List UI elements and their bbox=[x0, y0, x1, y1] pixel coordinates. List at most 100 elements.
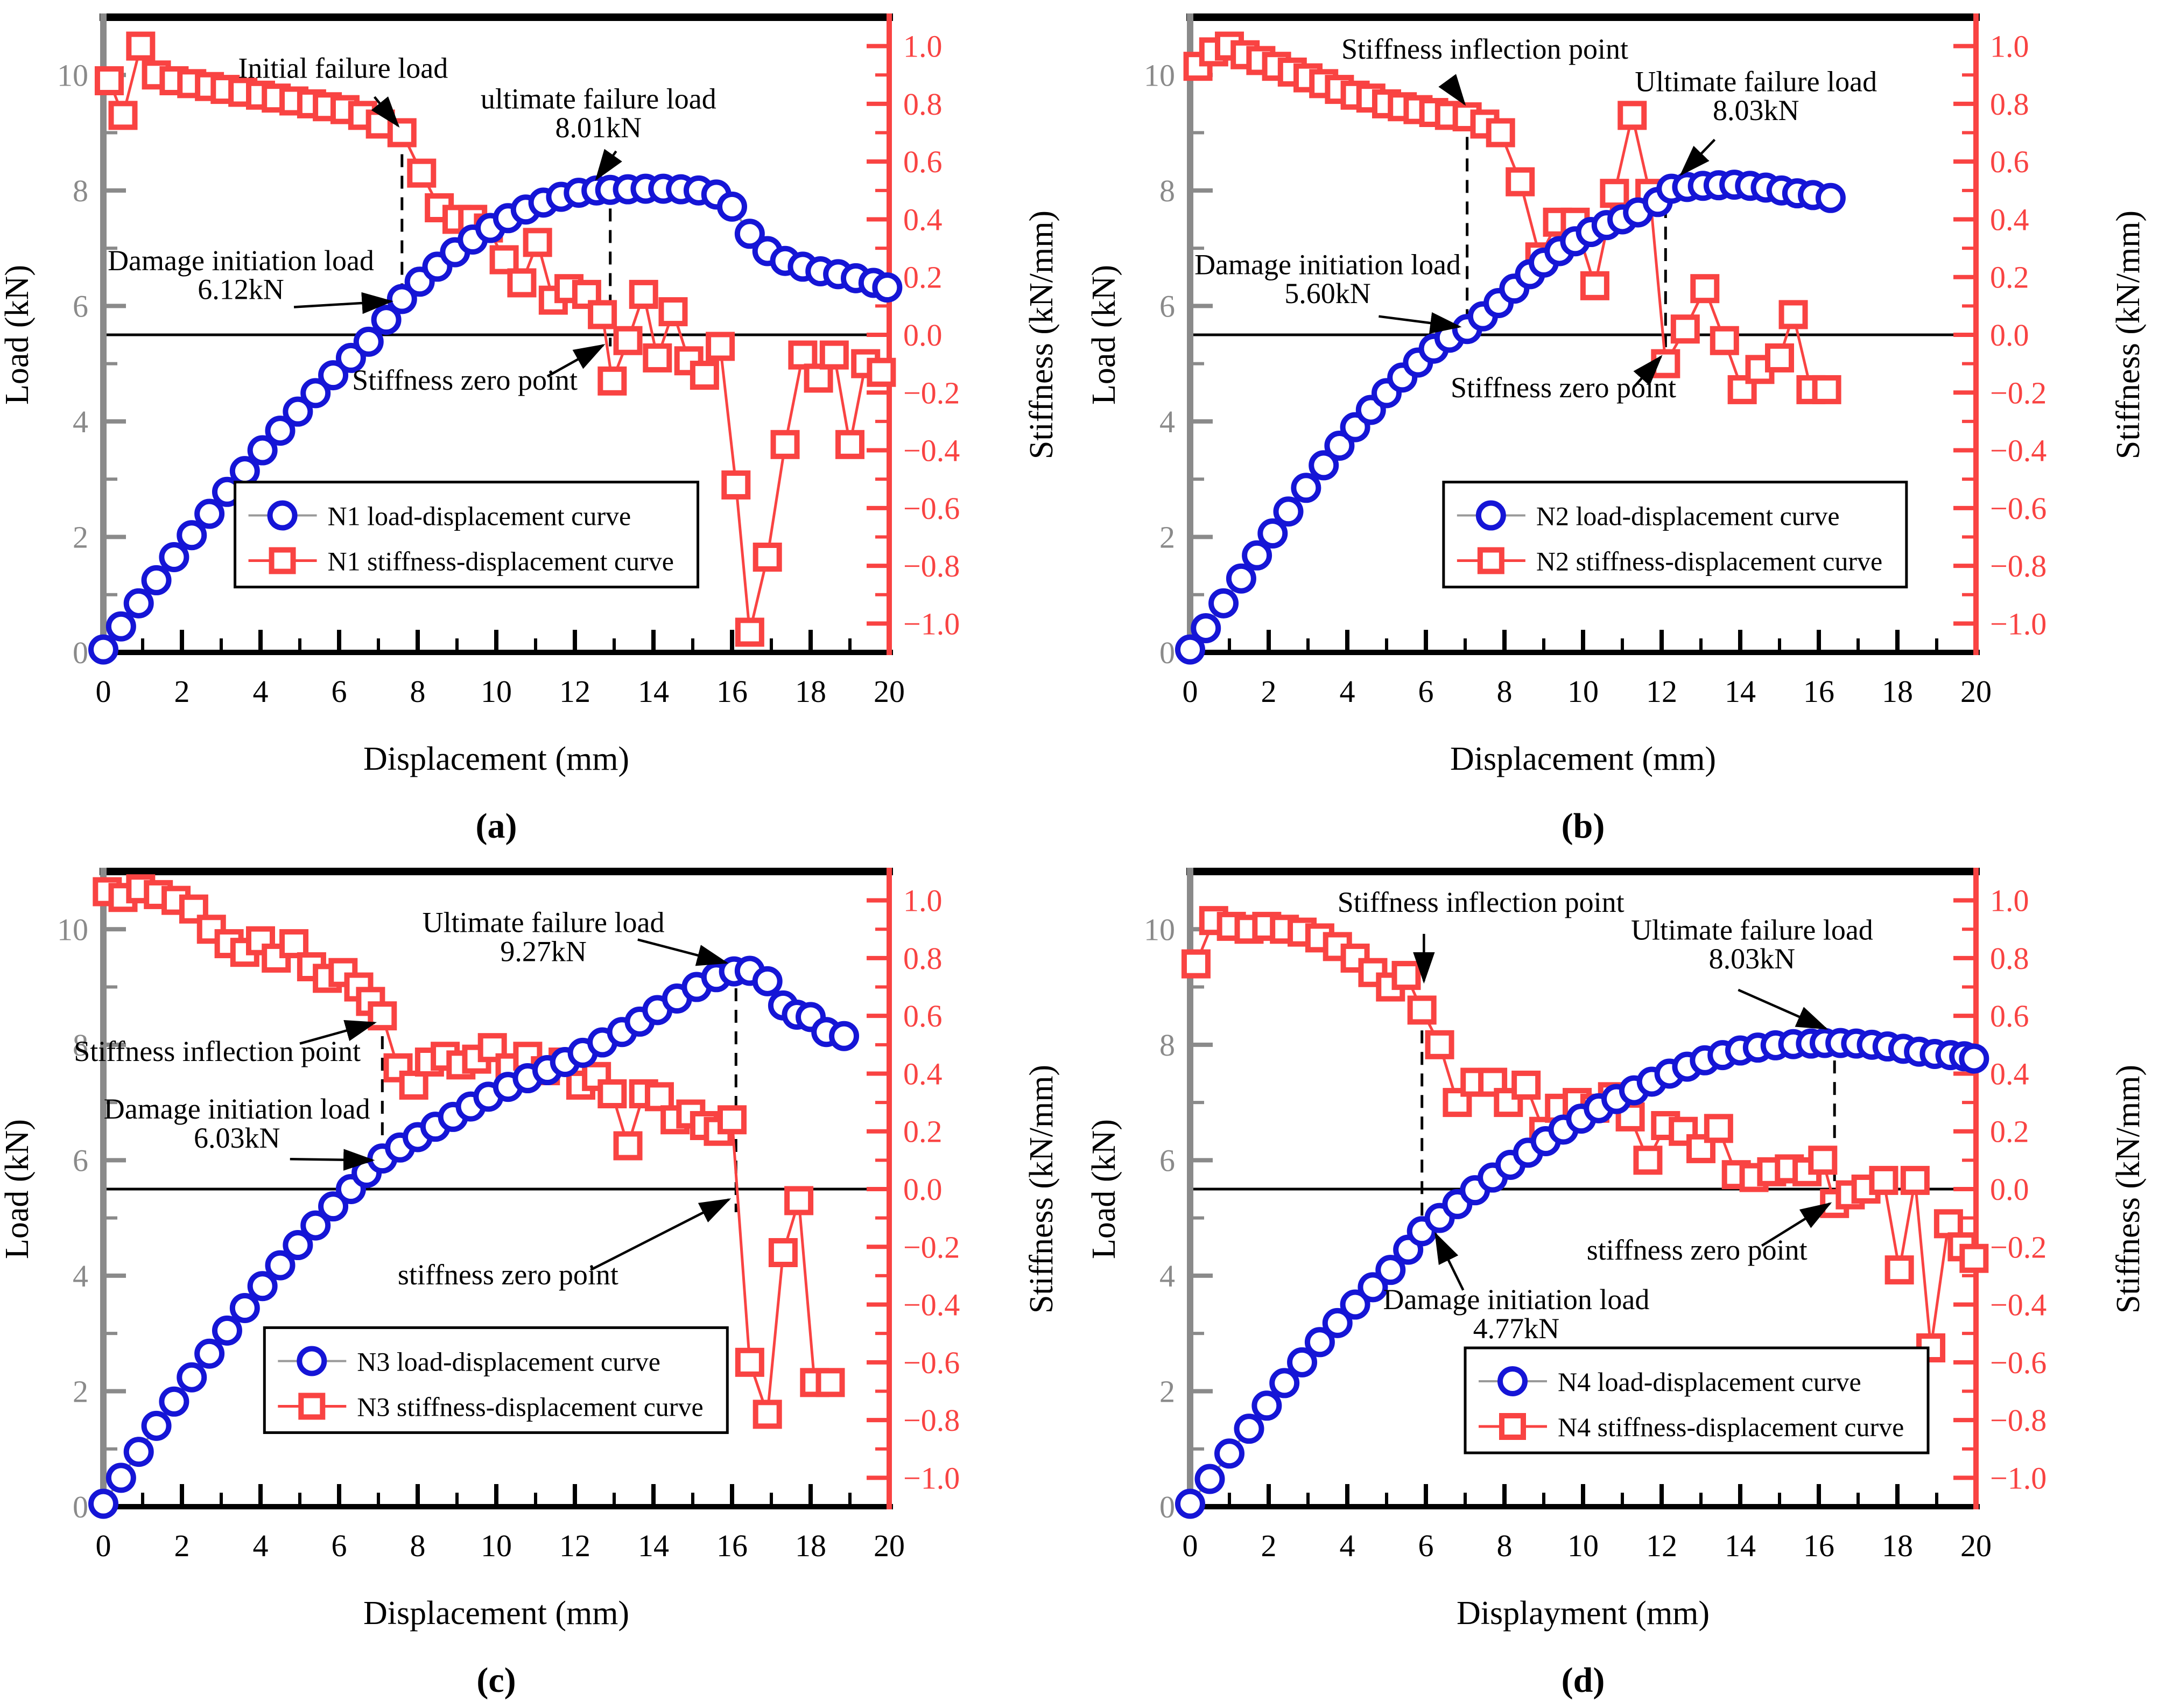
stiffness-marker bbox=[1407, 995, 1437, 1025]
load-marker bbox=[1309, 450, 1339, 481]
load-marker bbox=[335, 342, 366, 373]
stiffness-marker bbox=[1900, 1165, 1930, 1195]
x-axis-ticks: 0 2 4 6 8 10 12 14 16 18 20 bbox=[96, 1484, 905, 1563]
left-axis-ticks: 0 2 4 6 8 10 bbox=[1144, 58, 1213, 670]
x-tick-label: 8 bbox=[410, 674, 426, 709]
load-marker bbox=[88, 634, 118, 665]
stiffness-marker bbox=[1506, 167, 1535, 196]
stiffness-marker bbox=[835, 430, 864, 459]
x-tick-label: 12 bbox=[1646, 1528, 1677, 1563]
right-tick-label: 0.0 bbox=[903, 318, 943, 353]
right-tick-label: 0.0 bbox=[1990, 1172, 2029, 1207]
stiffness-marker bbox=[1478, 1067, 1508, 1097]
load-marker bbox=[1304, 1327, 1335, 1358]
load-marker bbox=[141, 1410, 172, 1441]
left-tick-label: 4 bbox=[1159, 1259, 1175, 1294]
legend-load-marker bbox=[1475, 500, 1506, 531]
legend-label: N2 stiffness-displacement curve bbox=[1536, 546, 1882, 577]
stiffness-marker bbox=[1812, 375, 1841, 404]
x-tick-label: 18 bbox=[1882, 674, 1913, 709]
left-axis-title: Load (kN) bbox=[0, 265, 36, 405]
stiffness-marker bbox=[108, 101, 138, 130]
right-tick-label: −0.2 bbox=[1990, 1229, 2047, 1264]
right-tick-label: 0.8 bbox=[1990, 941, 2029, 976]
left-tick-label: 2 bbox=[1159, 519, 1175, 554]
stiffness-marker bbox=[399, 1070, 428, 1100]
legend-label: N3 stiffness-displacement curve bbox=[357, 1391, 703, 1422]
x-tick-label: 10 bbox=[481, 1528, 512, 1563]
legend-label: N3 load-displacement curve bbox=[357, 1346, 660, 1376]
annotation-text: Stiffness inflection point bbox=[1341, 33, 1628, 65]
stiffness-marker bbox=[588, 300, 617, 329]
right-tick-label: −0.2 bbox=[903, 1229, 960, 1264]
x-tick-label: 0 bbox=[1183, 1528, 1198, 1563]
stiffness-curve bbox=[94, 31, 896, 647]
stiffness-marker bbox=[644, 1082, 674, 1112]
left-tick-label: 4 bbox=[73, 404, 88, 439]
left-tick-label: 2 bbox=[1159, 1374, 1175, 1409]
left-tick-label: 4 bbox=[1159, 404, 1175, 439]
right-tick-label: 0.8 bbox=[903, 87, 943, 122]
right-tick-label: 0.4 bbox=[903, 202, 943, 237]
load-marker bbox=[106, 611, 136, 642]
left-tick-label: 6 bbox=[1159, 289, 1175, 324]
stiffness-marker bbox=[1765, 343, 1794, 372]
x-tick-label: 14 bbox=[1725, 674, 1756, 709]
stiffness-marker bbox=[804, 363, 833, 393]
chart-panel-a: 0 2 4 6 8 10 12 14 16 18 20 0 2 4 6 8 10 1.0 0.8 0.6 0.4 0.2 0… bbox=[0, 0, 1086, 854]
stiffness-marker bbox=[1600, 179, 1629, 208]
x-tick-label: 2 bbox=[1261, 1528, 1277, 1563]
load-marker bbox=[1324, 430, 1355, 461]
load-marker bbox=[1175, 1488, 1205, 1519]
right-tick-label: 0.6 bbox=[1990, 144, 2029, 179]
load-marker bbox=[717, 191, 747, 222]
legend-stiffness-marker bbox=[298, 1393, 326, 1420]
legend-load-marker bbox=[297, 1346, 327, 1376]
annotation-text: 4.77kN bbox=[1473, 1312, 1560, 1345]
right-tick-label: −0.6 bbox=[1990, 491, 2047, 526]
stiffness-marker bbox=[597, 366, 627, 396]
load-marker bbox=[752, 966, 783, 996]
annotation-arrow bbox=[637, 938, 729, 966]
left-tick-label: 0 bbox=[73, 1489, 88, 1524]
right-tick-label: −0.4 bbox=[903, 433, 960, 468]
legend-stiffness-marker bbox=[1499, 1413, 1526, 1440]
right-tick-label: −1.0 bbox=[1990, 1460, 2047, 1495]
stiffness-marker bbox=[784, 1186, 814, 1215]
load-curve bbox=[1175, 1028, 1989, 1519]
stiffness-marker bbox=[629, 279, 658, 309]
left-tick-label: 10 bbox=[1144, 912, 1175, 947]
x-tick-label: 12 bbox=[1646, 674, 1677, 709]
stiffness-marker bbox=[523, 228, 552, 257]
load-marker bbox=[1287, 1347, 1318, 1377]
load-marker bbox=[212, 1315, 242, 1346]
x-tick-label: 10 bbox=[1567, 1528, 1599, 1563]
annotation-text: 8.03kN bbox=[1709, 943, 1796, 975]
x-tick-label: 2 bbox=[174, 1528, 190, 1563]
legend-box bbox=[1464, 1346, 1930, 1454]
annotation-text: 6.12kN bbox=[198, 273, 284, 305]
load-curve bbox=[1175, 170, 1846, 665]
x-tick-label: 2 bbox=[174, 674, 190, 709]
right-tick-label: −0.8 bbox=[1990, 549, 2047, 584]
left-tick-label: 8 bbox=[73, 1028, 88, 1063]
legend: N4 load-displacement curve N4 stiffness-d… bbox=[1464, 1346, 1930, 1454]
x-tick-label: 14 bbox=[638, 1528, 669, 1563]
legend-box bbox=[234, 481, 700, 589]
stiffness-marker bbox=[658, 297, 688, 327]
x-tick-label: 6 bbox=[332, 1528, 347, 1563]
legend-label: N4 stiffness-displacement curve bbox=[1558, 1412, 1904, 1442]
legend-label: N1 stiffness-displacement curve bbox=[328, 546, 674, 577]
right-axis-title: Stiffness (kN/mm) bbox=[1023, 1065, 1060, 1313]
x-axis-title: Displayment (mm) bbox=[1457, 1595, 1710, 1632]
annotation-text: 9.27kN bbox=[500, 935, 587, 967]
load-marker bbox=[1291, 473, 1321, 503]
x-tick-label: 2 bbox=[1261, 674, 1277, 709]
left-tick-label: 8 bbox=[1159, 173, 1175, 208]
legend: N1 load-displacement curve N1 stiffness-d… bbox=[234, 481, 700, 589]
stiffness-marker bbox=[597, 1079, 627, 1109]
legend-load-marker bbox=[1497, 1366, 1528, 1397]
load-marker bbox=[1340, 1289, 1370, 1320]
right-tick-label: 0.6 bbox=[903, 999, 943, 1034]
right-tick-label: 1.0 bbox=[903, 29, 943, 64]
